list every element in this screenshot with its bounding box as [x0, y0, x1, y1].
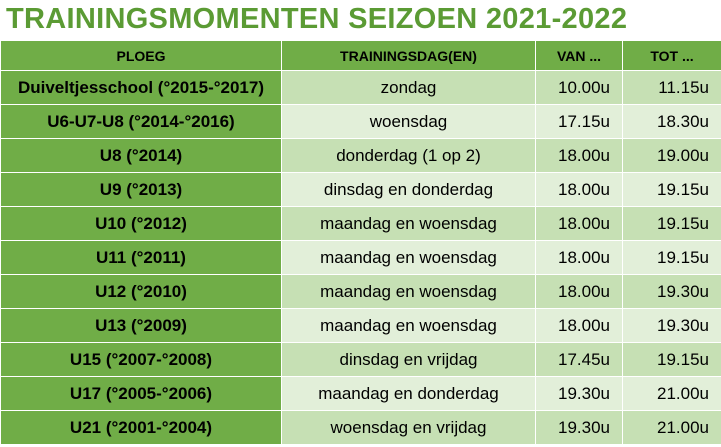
time-cell: 19.30u: [535, 376, 623, 411]
header-row: PLOEG TRAININGSDAG(EN) VAN ... TOT ...: [0, 40, 721, 71]
page-title: TRAININGSMOMENTEN SEIZOEN 2021-2022: [6, 3, 628, 35]
table-row: U8 (°2014) donderdag (1 op 2) 18.00u 19.00u: [0, 138, 721, 173]
time-cell: 18.00u: [535, 240, 623, 275]
day-cell: woensdag en vrijdag: [281, 410, 536, 445]
table-row: U15 (°2007-°2008) dinsdag en vrijdag 17.45…: [0, 342, 721, 377]
table-row: U13 (°2009) maandag en woensdag 18.00u 19.3…: [0, 308, 721, 343]
team-cell: U8 (°2014): [0, 138, 282, 173]
team-cell: U15 (°2007-°2008): [0, 342, 282, 377]
time-cell: 18.00u: [535, 206, 623, 241]
table-row: U9 (°2013) dinsdag en donderdag 18.00u 19.1…: [0, 172, 721, 207]
time-cell: 19.00u: [622, 138, 721, 173]
header-cell: TOT ...: [622, 40, 721, 71]
day-cell: maandag en woensdag: [281, 308, 536, 343]
day-cell: maandag en donderdag: [281, 376, 536, 411]
table-row: U10 (°2012) maandag en woensdag 18.00u 19.1…: [0, 206, 721, 241]
team-cell: U10 (°2012): [0, 206, 282, 241]
table-row: U12 (°2010) maandag en woensdag 18.00u 19.3…: [0, 274, 721, 309]
table-row: U21 (°2001-°2004) woensdag en vrijdag 19.3…: [0, 410, 721, 445]
time-cell: 18.00u: [535, 308, 623, 343]
day-cell: woensdag: [281, 104, 536, 139]
day-cell: zondag: [281, 70, 536, 105]
day-cell: dinsdag en donderdag: [281, 172, 536, 207]
table-row: U11 (°2011) maandag en woensdag 18.00u 19.1…: [0, 240, 721, 275]
time-cell: 19.15u: [622, 240, 721, 275]
time-cell: 19.30u: [535, 410, 623, 445]
day-cell: dinsdag en vrijdag: [281, 342, 536, 377]
team-cell: U13 (°2009): [0, 308, 282, 343]
schedule-table: PLOEG TRAININGSDAG(EN) VAN ... TOT ... Duiv…: [0, 40, 721, 445]
time-cell: 19.30u: [622, 274, 721, 309]
day-cell: maandag en woensdag: [281, 240, 536, 275]
time-cell: 11.15u: [622, 70, 721, 105]
time-cell: 19.15u: [622, 206, 721, 241]
time-cell: 17.45u: [535, 342, 623, 377]
time-cell: 21.00u: [622, 410, 721, 445]
time-cell: 21.00u: [622, 376, 721, 411]
time-cell: 19.15u: [622, 172, 721, 207]
team-cell: Duiveltjesschool (°2015-°2017): [0, 70, 282, 105]
time-cell: 18.30u: [622, 104, 721, 139]
table-row: U6-U7-U8 (°2014-°2016) woensdag 17.15u 18.3…: [0, 104, 721, 139]
table-row: U17 (°2005-°2006) maandag en donderdag 19.…: [0, 376, 721, 411]
time-cell: 18.00u: [535, 138, 623, 173]
day-cell: maandag en woensdag: [281, 274, 536, 309]
time-cell: 19.15u: [622, 342, 721, 377]
header-cell: TRAININGSDAG(EN): [281, 40, 536, 71]
team-cell: U11 (°2011): [0, 240, 282, 275]
header-cell: VAN ...: [535, 40, 623, 71]
day-cell: maandag en woensdag: [281, 206, 536, 241]
header-cell: PLOEG: [0, 40, 282, 71]
time-cell: 10.00u: [535, 70, 623, 105]
team-cell: U6-U7-U8 (°2014-°2016): [0, 104, 282, 139]
day-cell: donderdag (1 op 2): [281, 138, 536, 173]
team-cell: U9 (°2013): [0, 172, 282, 207]
time-cell: 18.00u: [535, 172, 623, 207]
time-cell: 18.00u: [535, 274, 623, 309]
table-row: Duiveltjesschool (°2015-°2017) zondag 10.0…: [0, 70, 721, 105]
time-cell: 17.15u: [535, 104, 623, 139]
team-cell: U17 (°2005-°2006): [0, 376, 282, 411]
team-cell: U12 (°2010): [0, 274, 282, 309]
time-cell: 19.30u: [622, 308, 721, 343]
team-cell: U21 (°2001-°2004): [0, 410, 282, 445]
